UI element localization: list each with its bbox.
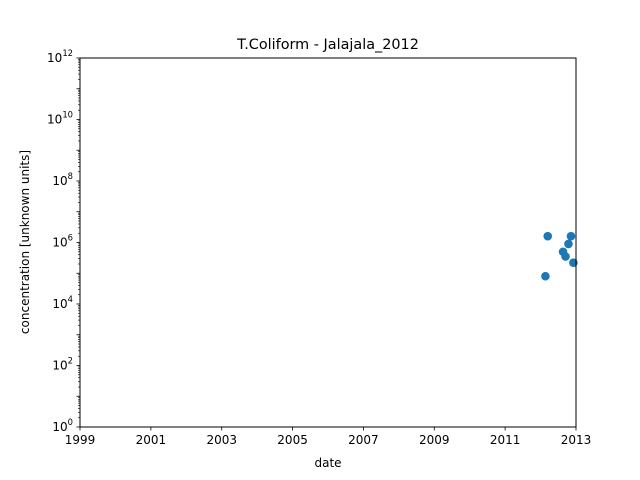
x-tick-label: 2011 bbox=[490, 433, 521, 447]
data-point bbox=[566, 231, 576, 241]
x-tick-label: 2003 bbox=[206, 433, 237, 447]
x-axis: 1999 2001 2003 2005 2007 2009 2011 2013 bbox=[65, 427, 592, 447]
x-tick-label: 2013 bbox=[561, 433, 592, 447]
x-tick-label: 2001 bbox=[136, 433, 167, 447]
x-tick-label: 1999 bbox=[65, 433, 96, 447]
data-point bbox=[561, 252, 570, 261]
data-point bbox=[541, 271, 550, 281]
chart-title: T.Coliform - Jalajala_2012 bbox=[236, 37, 419, 53]
y-axis-label: concentration [unknown units] bbox=[18, 150, 32, 334]
data-points bbox=[541, 231, 578, 281]
x-tick-label: 2007 bbox=[348, 433, 379, 447]
data-point bbox=[543, 231, 553, 241]
data-point bbox=[564, 239, 573, 249]
x-axis-label: date bbox=[314, 456, 341, 470]
x-tick-label: 2005 bbox=[277, 433, 308, 447]
x-tick-label: 2009 bbox=[419, 433, 450, 447]
